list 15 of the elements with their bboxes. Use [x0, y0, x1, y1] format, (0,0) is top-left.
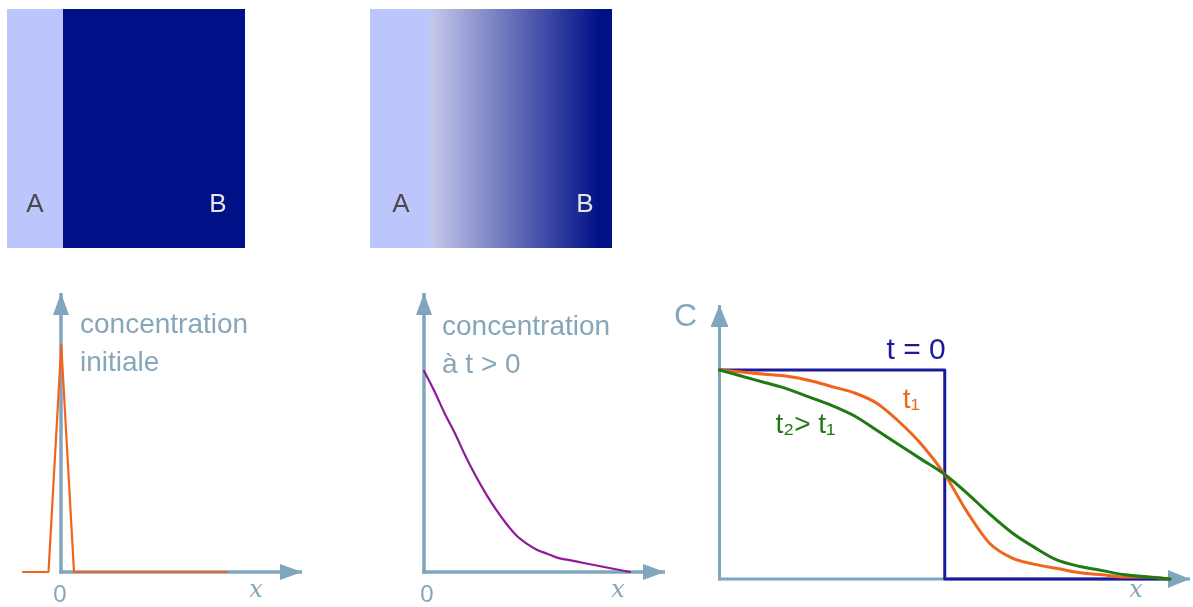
text: 0 [420, 580, 434, 607]
text: A [26, 188, 45, 218]
text: 0 [53, 580, 67, 607]
text: A [392, 188, 411, 218]
x-axis-title: x [249, 575, 264, 603]
text: B [209, 188, 227, 218]
y-axis-title: concentration à t > 0 [442, 310, 611, 380]
text: B [576, 188, 594, 218]
x-axis-title: x [611, 575, 626, 603]
series-label: t₂> t₁ [775, 407, 836, 439]
series-label: t = 0 [886, 332, 946, 365]
series-label: t₁ [902, 383, 920, 415]
y-axis-title: C [674, 297, 698, 333]
x-axis-title: x [1129, 575, 1144, 603]
y-axis-title: concentration initiale [80, 308, 249, 378]
